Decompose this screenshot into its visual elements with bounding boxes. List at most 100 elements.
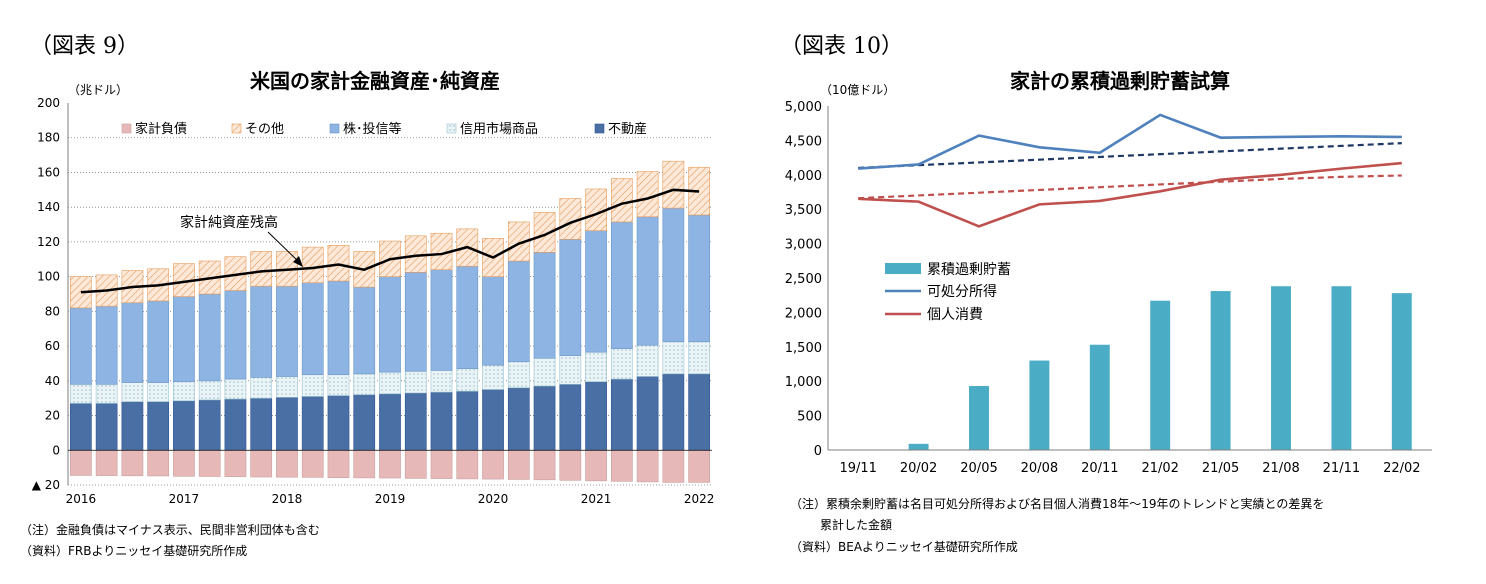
right-savings-bar [1029,360,1050,450]
left-legend-swatch [594,123,605,134]
right-x-tick-label: 20/02 [900,461,937,476]
right-y-tick-label: 500 [797,410,822,425]
household-assets-chart: 米国の家計金融資産･純資産 （兆ドル） 20018016014012010080… [32,69,715,506]
left-bar-realestate [430,391,453,451]
left-bar-credit [121,382,144,402]
left-bar-other [507,221,530,262]
right-income-line [858,113,1402,170]
left-y-tick-label: 160 [37,165,60,179]
right-x-tick-label: 21/11 [1323,461,1360,476]
left-bar-credit [353,373,376,396]
right-x-tick-label: 21/05 [1202,461,1239,476]
left-y-tick-label: 180 [37,131,60,145]
left-bar-equities [636,216,659,346]
left-bar-liabilities [688,449,710,483]
left-bar-realestate [636,376,659,451]
left-bar-other [250,251,273,287]
left-bar-credit [610,348,633,380]
left-bar-other [662,160,685,209]
left-legend-label: 家計負債 [135,121,187,137]
left-y-tick-label: 80 [45,304,60,318]
right-y-unit: （10億ドル） [820,83,895,97]
right-y-tick-label: 4,000 [785,169,822,184]
left-bar-liabilities [482,449,504,480]
left-bar-credit [456,368,479,392]
left-bar-realestate [224,398,247,451]
right-y-tick-label: 1,000 [785,375,822,390]
left-legend-label: その他 [245,122,284,137]
left-bar-liabilities [276,449,298,478]
left-x-tick-label: 2018 [272,492,303,506]
right-chart-title: 家計の累積過剰貯蓄試算 [1010,69,1230,93]
right-income-trend-line [858,142,1402,170]
right-legend-label: 累積過剰貯蓄 [927,262,1011,278]
left-bar-liabilities [327,449,350,479]
left-bar-liabilities [636,449,659,483]
left-bar-liabilities [353,449,376,479]
left-bar-equities [147,300,170,383]
left-bar-realestate [353,394,376,451]
left-bar-liabilities [456,449,479,480]
left-bar-realestate [482,389,504,451]
left-bar-credit [250,377,273,399]
left-bar-credit [224,378,247,400]
left-bar-other [559,198,582,240]
left-bar-credit [636,344,659,377]
left-bar-realestate [559,383,582,451]
left-bar-realestate [250,397,273,451]
left-bar-liabilities [507,449,530,480]
right-y-tick-label: 4,500 [785,134,822,149]
left-annotation-label: 家計純資産残高 [180,214,278,231]
left-bar-realestate [379,393,401,451]
left-bar-realestate [662,373,685,451]
left-x-tick-label: 2022 [684,492,715,506]
left-bar-realestate [276,397,298,451]
left-bar-other [327,245,350,282]
left-bar-credit [507,361,530,389]
left-legend-swatch [231,123,242,134]
left-x-tick-label: 2016 [66,492,97,506]
left-y-tick-label: 60 [45,339,60,353]
left-bar-realestate [121,401,144,451]
left-bar-equities [224,290,247,380]
left-bar-credit [276,376,298,398]
right-savings-bar [908,443,929,450]
left-bar-credit [70,383,92,404]
left-bar-credit [533,357,556,387]
right-y-tick-label: 3,500 [785,203,822,218]
left-y-tick-label: 100 [37,270,60,284]
left-bar-realestate [507,387,530,451]
left-bar-liabilities [250,449,273,478]
right-x-tick-label: 20/08 [1021,461,1058,476]
right-x-tick-label: 20/11 [1081,461,1118,476]
left-bar-equities [121,302,144,383]
left-y-tick-label: 200 [37,96,60,110]
left-bar-liabilities [559,449,582,481]
left-bar-liabilities [198,449,221,477]
left-bar-equities [379,276,401,373]
right-savings-bar [1210,291,1231,450]
left-bar-realestate [404,392,427,451]
right-y-tick-label: 3,000 [785,238,822,253]
left-annotation-arrowhead [293,256,303,267]
left-bar-equities [456,265,479,369]
left-source: （資料）FRBよりニッセイ基礎研究所作成 [20,544,248,558]
left-bar-liabilities [95,449,118,476]
left-bar-liabilities [430,449,453,479]
right-consumption-trend-line [858,174,1402,200]
left-bar-liabilities [585,449,607,482]
left-y-unit: （兆ドル） [68,83,128,97]
right-y-tick-label: 2,000 [785,306,822,321]
left-bar-credit [147,382,170,402]
left-bar-equities [173,296,195,382]
left-bar-equities [250,285,273,378]
left-bar-realestate [95,403,118,451]
right-savings-bar [1150,300,1171,450]
left-annotation-arrow-line [267,231,301,264]
left-legend-swatch [121,123,132,134]
left-x-tick-label: 2019 [375,492,406,506]
left-bar-liabilities [379,449,401,479]
left-bar-equities [95,305,118,385]
left-legend-label: 信用市場商品 [460,121,538,137]
left-bar-equities [662,207,685,343]
